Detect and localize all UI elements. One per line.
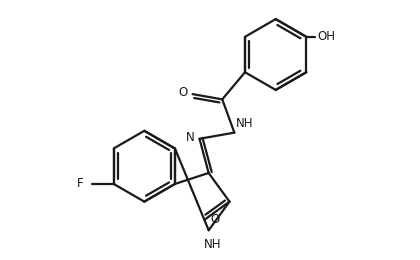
Text: F: F: [77, 177, 84, 190]
Text: O: O: [178, 86, 187, 99]
Text: N: N: [186, 131, 194, 144]
Text: NH: NH: [203, 238, 221, 251]
Text: O: O: [210, 213, 220, 226]
Text: OH: OH: [317, 30, 335, 43]
Text: NH: NH: [236, 117, 254, 130]
